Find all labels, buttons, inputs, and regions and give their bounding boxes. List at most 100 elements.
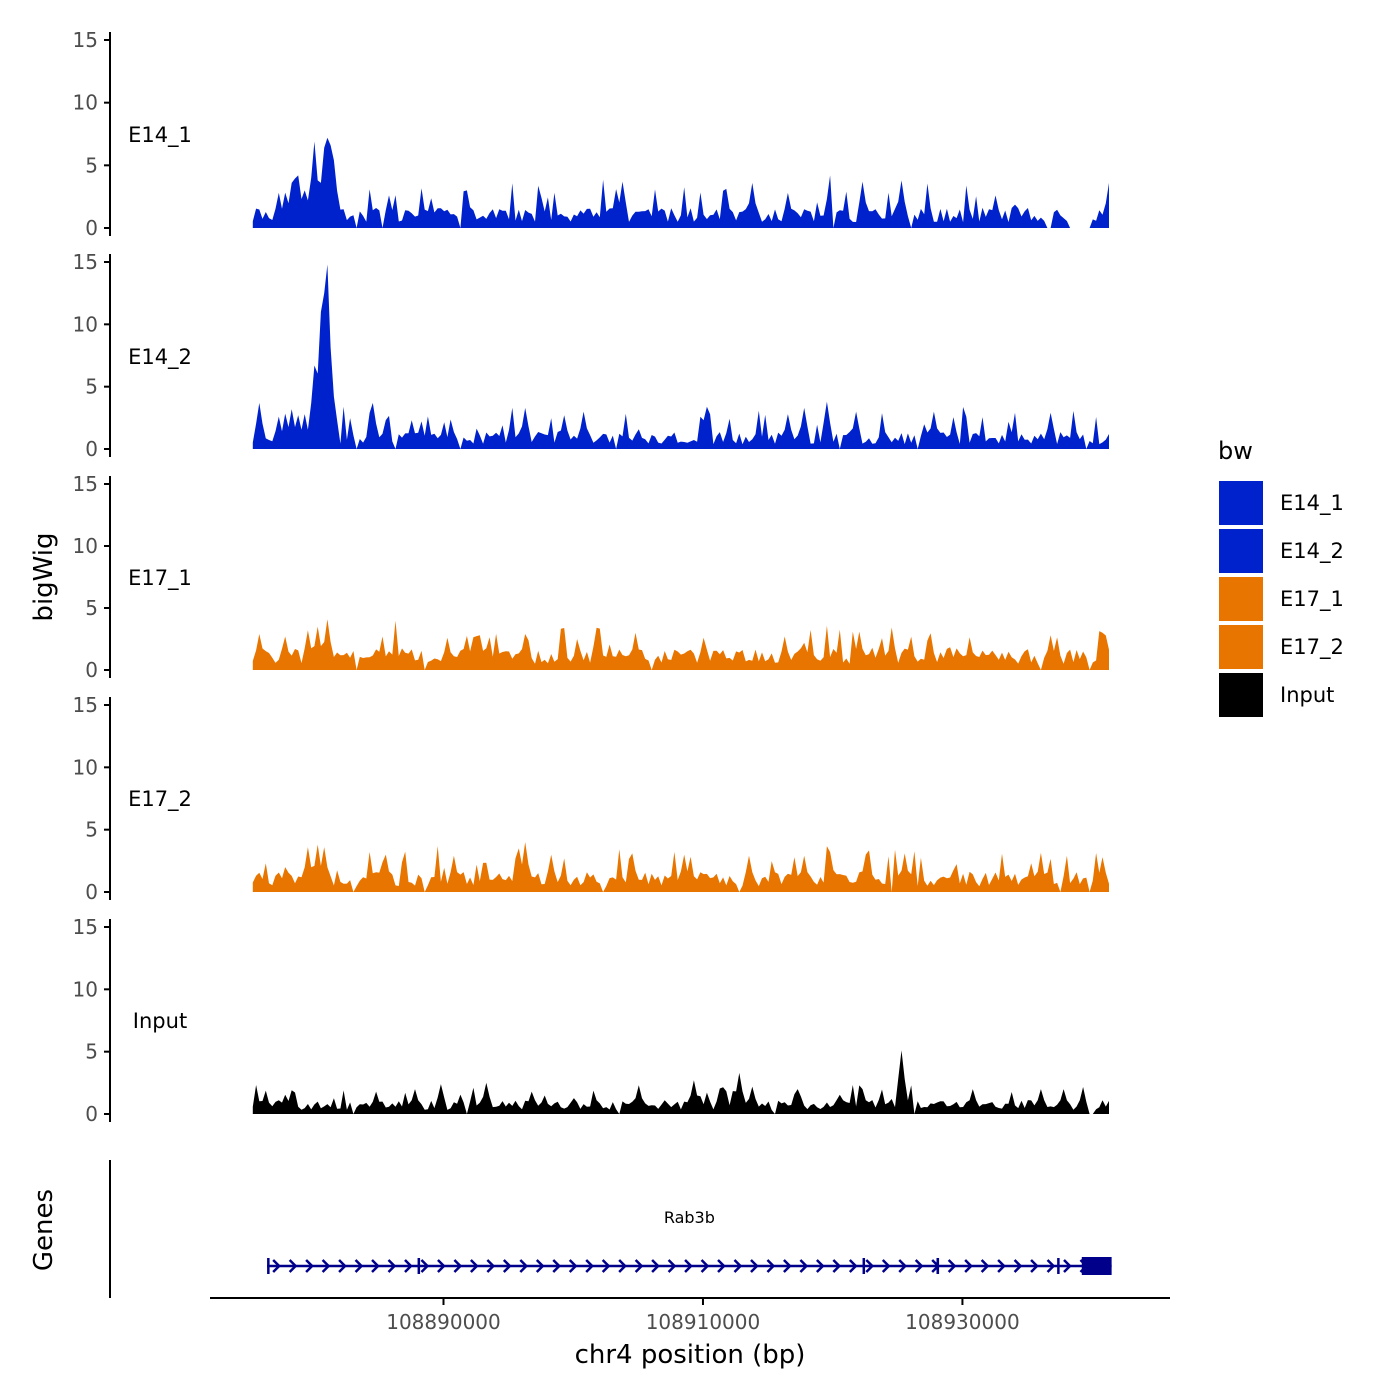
strand-arrow [1063,1259,1072,1273]
legend-swatch-Input [1217,671,1265,719]
gene-track-title: Genes [29,1189,59,1271]
exon [936,1258,940,1274]
x-axis: chr4 position (bp) 108890000 108910000 108… [210,1297,1170,1370]
y-tick-label-E17_1-15: 15 [73,472,98,496]
legend-swatch-E14_2 [1217,527,1265,575]
strand-arrow [980,1259,990,1273]
y-tick-label-E17_1-0: 0 [85,658,98,682]
strand-arrow [305,1259,314,1273]
strand-arrow [997,1259,1006,1273]
strand-arrow [437,1259,446,1273]
exon [267,1258,270,1274]
track-Input: 0 5 10 15 Input [73,915,1110,1126]
y-tick-label-E14_2-10: 10 [73,312,98,336]
strand-arrow [783,1259,792,1273]
signal-area-E14_2 [252,264,1110,449]
strand-arrow [717,1259,726,1273]
y-tick-label-Input-0: 0 [85,1102,98,1126]
y-tick-label-Input-10: 10 [73,977,98,1001]
strand-arrow [469,1259,479,1273]
strand-arrow [750,1259,759,1273]
track-label-E14_2: E14_2 [128,345,192,370]
y-tick-label-E17_1-5: 5 [85,596,98,620]
y-tick-label-E14_2-15: 15 [73,250,98,274]
strand-arrow [1046,1259,1056,1273]
legend-label-E17_1: E17_1 [1280,587,1344,612]
track-E14_2: 0 5 10 15 E14_2 [73,250,1110,461]
strand-arrow [964,1259,973,1273]
strand-arrow [354,1259,364,1273]
strand-arrow [552,1259,562,1273]
y-tick-label-E14_2-0: 0 [85,437,98,461]
strand-arrow [799,1259,809,1273]
signal-area-E14_1 [252,137,1110,228]
x-tick-label: 108910000 [646,1310,761,1334]
strand-arrow [404,1259,413,1273]
strand-arrow [898,1259,908,1273]
strand-arrow [881,1259,891,1273]
strand-arrow [486,1259,496,1273]
legend-swatch-E14_1 [1217,479,1265,527]
signal-area-E17_2 [252,842,1110,892]
strand-arrow [321,1259,331,1273]
strand-arrow [733,1259,743,1273]
track-label-E17_1: E17_1 [128,566,192,591]
exon [1081,1257,1112,1275]
strand-arrow [453,1259,463,1273]
strand-arrow [667,1259,677,1273]
legend: bw E14_1 E14_2 E17_1 E17_2 Input [1217,437,1344,719]
y-tick-label-E14_1-10: 10 [73,91,98,115]
strand-arrow [947,1259,957,1273]
legend-swatch-E17_1 [1217,575,1265,623]
strand-arrow [338,1259,347,1273]
y-tick-label-E17_2-15: 15 [73,693,98,717]
strand-arrow [420,1259,430,1273]
signal-area-Input [252,1050,1110,1114]
track-label-E14_1: E14_1 [128,123,192,148]
x-axis-title: chr4 position (bp) [575,1340,806,1370]
y-tick-label-E14_2-5: 5 [85,375,98,399]
strand-arrow [618,1259,627,1273]
strand-arrow [634,1259,644,1273]
y-tick-label-Input-15: 15 [73,915,98,939]
strand-arrow [1013,1259,1023,1273]
y-axis-title: bigWig [29,532,59,621]
legend-label-Input: Input [1280,683,1334,707]
x-tick-label: 108890000 [386,1310,501,1334]
strand-arrow [684,1259,693,1273]
signal-area-E17_1 [252,619,1110,670]
strand-arrow [651,1259,660,1273]
track-E17_1: 0 5 10 15 E17_1 [73,472,1110,682]
legend-title: bw [1218,437,1253,465]
strand-arrow [601,1259,611,1273]
strand-arrow [568,1259,578,1273]
strand-arrow [519,1259,529,1273]
y-tick-label-E14_1-15: 15 [73,28,98,52]
strand-arrow [766,1259,776,1273]
y-tick-label-E17_2-5: 5 [85,818,98,842]
strand-arrow [1030,1259,1039,1273]
exon [1057,1258,1060,1274]
track-label-E17_2: E17_2 [128,787,192,812]
y-tick-label-E14_1-5: 5 [85,153,98,177]
strand-arrow [387,1259,397,1273]
y-tick-label-E17_2-0: 0 [85,880,98,904]
strand-arrow [815,1259,825,1273]
strand-arrow [371,1259,380,1273]
strand-arrow [914,1259,924,1273]
y-tick-label-E17_2-10: 10 [73,755,98,779]
exon [417,1258,421,1274]
strand-arrow [865,1259,875,1273]
legend-label-E14_1: E14_1 [1280,491,1344,516]
strand-arrow [502,1259,512,1273]
track-E14_1: 0 5 10 15 E14_1 [73,28,1110,240]
exon [862,1258,866,1274]
strand-arrow [288,1259,298,1273]
strand-arrow [700,1259,710,1273]
y-tick-label-E17_1-10: 10 [73,534,98,558]
y-tick-label-Input-5: 5 [85,1040,98,1064]
legend-label-E17_2: E17_2 [1280,635,1344,660]
track-E17_2: 0 5 10 15 E17_2 [73,693,1110,904]
legend-label-E14_2: E14_2 [1280,539,1344,564]
